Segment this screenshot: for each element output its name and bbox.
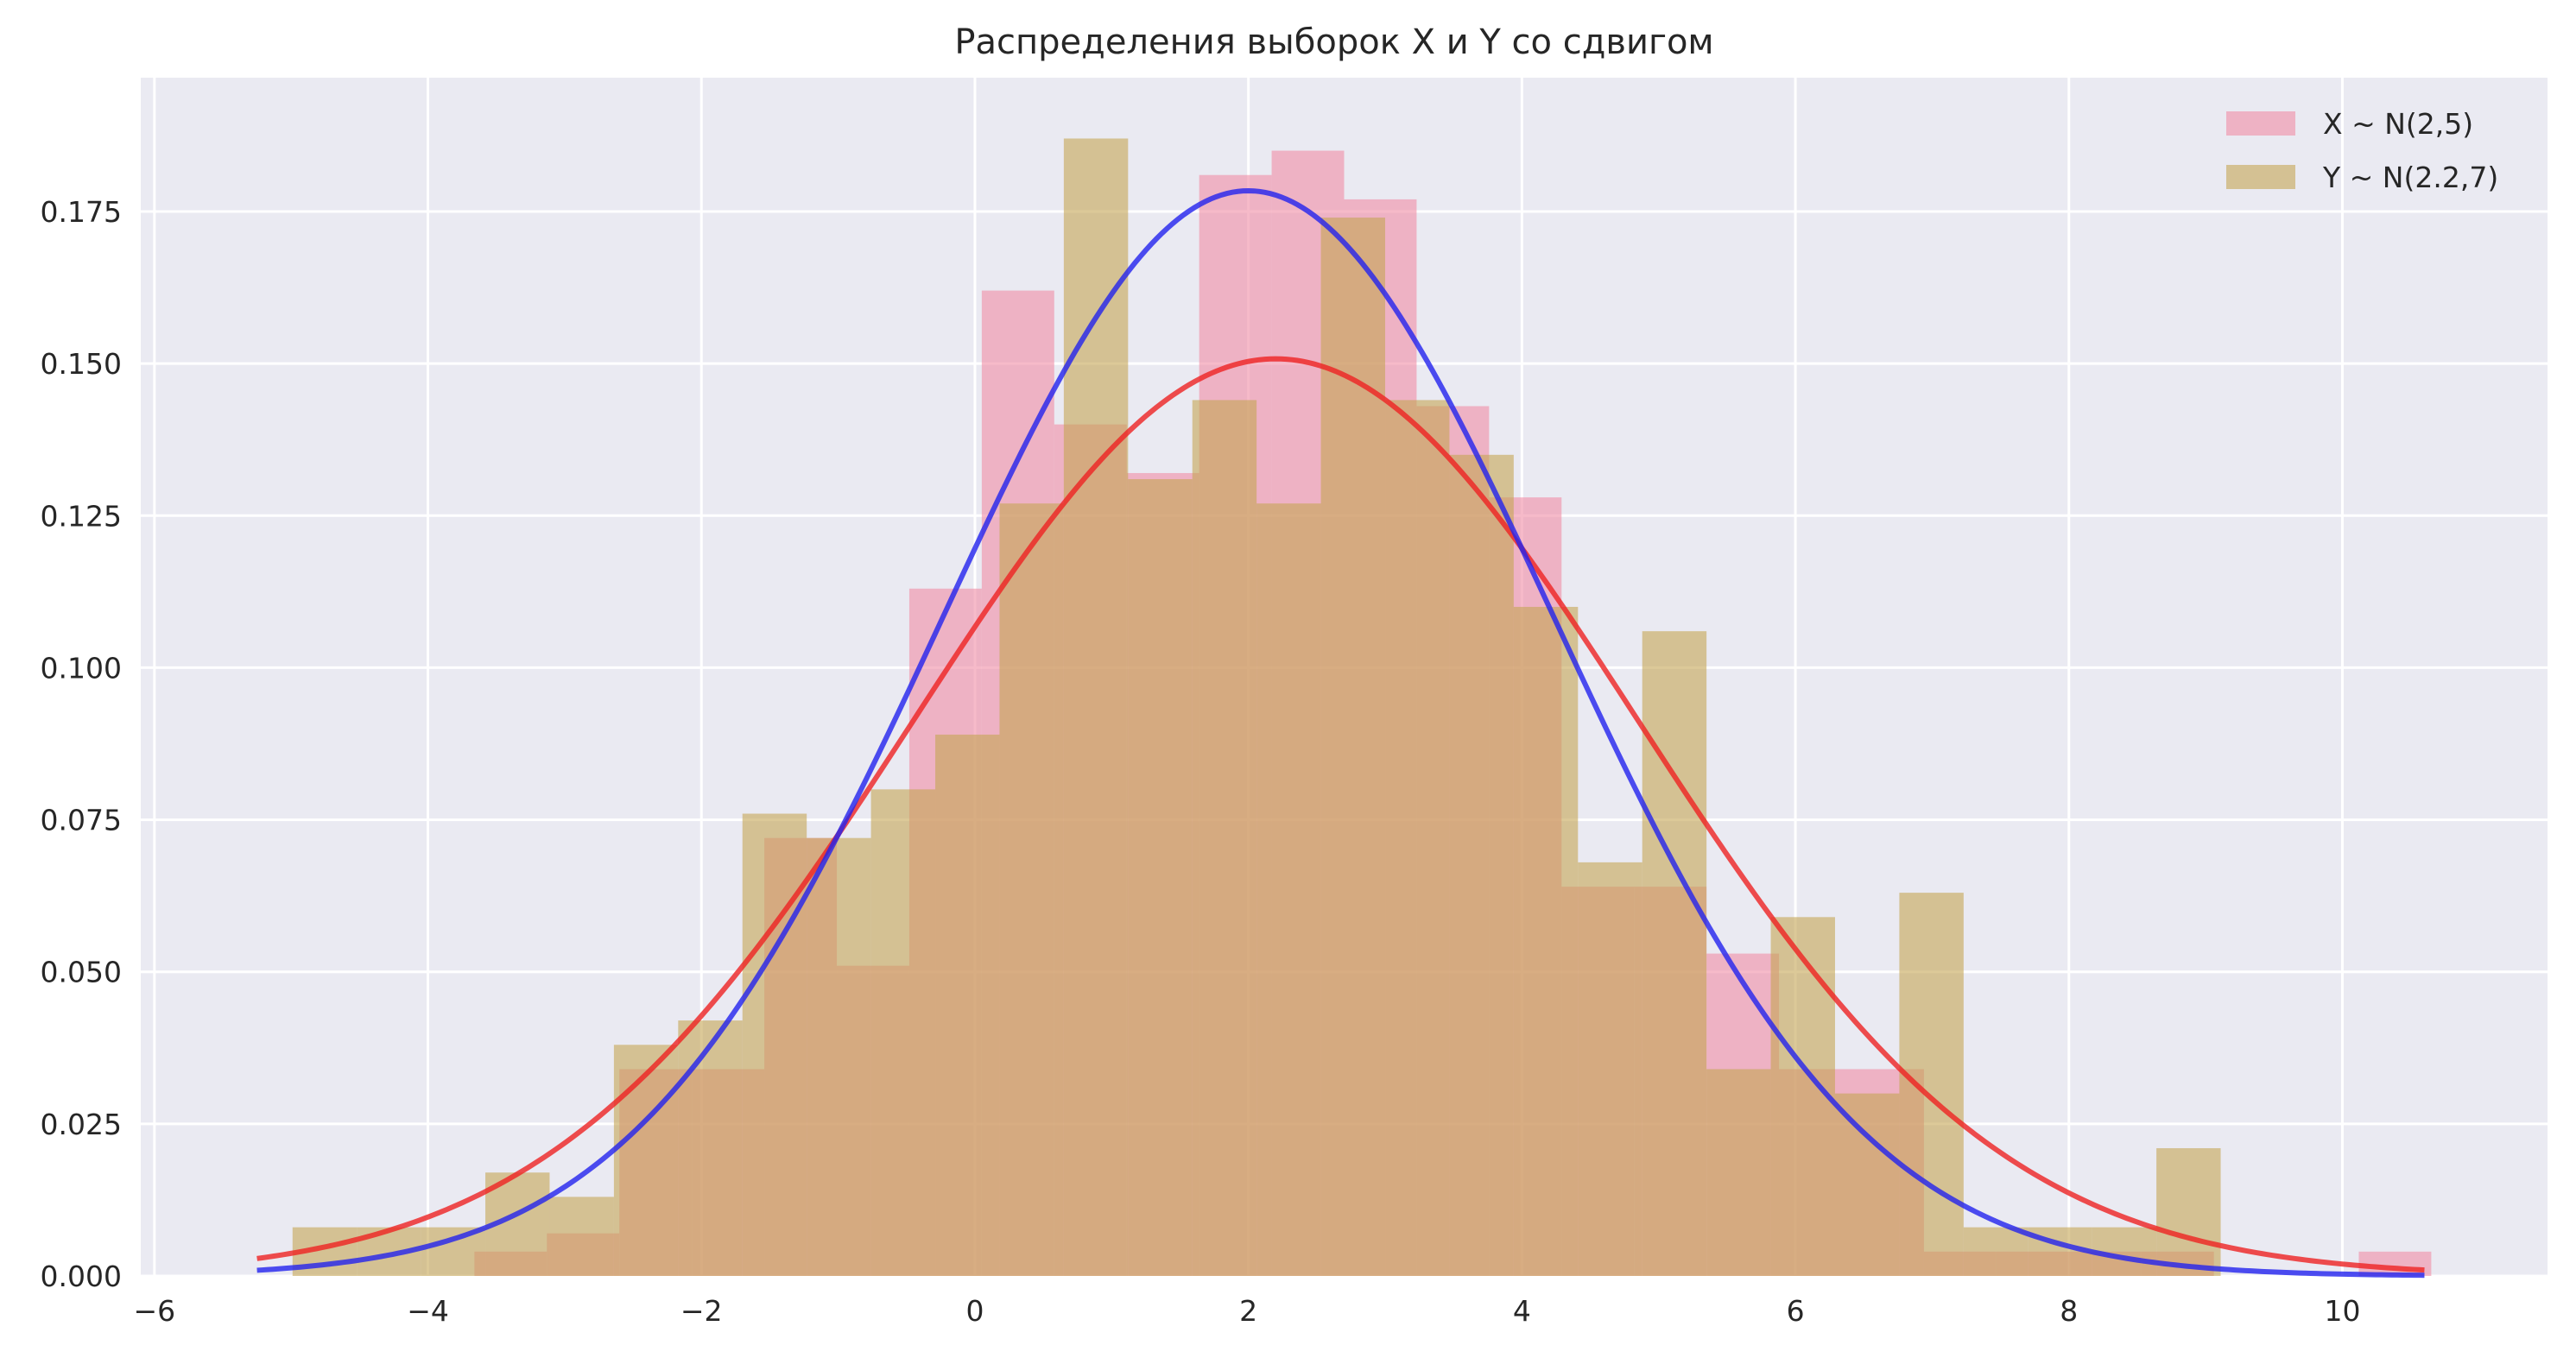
y-tick-label: 0.025 <box>41 1108 122 1141</box>
histogram-bar <box>1834 1093 1900 1276</box>
y-tick-label: 0.050 <box>41 956 122 989</box>
histogram-bar <box>678 1020 743 1276</box>
y-tick-label: 0.075 <box>41 804 122 837</box>
legend-swatch <box>2226 111 2295 136</box>
x-tick-label: 0 <box>965 1294 984 1328</box>
density-curve <box>256 187 2425 1279</box>
histogram-bar <box>1192 400 1257 1276</box>
legend: X ~ N(2,5) Y ~ N(2.2,7) <box>2226 107 2498 194</box>
histogram-bar <box>1578 862 1642 1276</box>
histogram-bar <box>613 1045 679 1276</box>
x-tick-label: 6 <box>1787 1294 1805 1328</box>
histogram-bar <box>1320 218 1386 1276</box>
histogram-bar <box>742 813 807 1276</box>
histogram-bar <box>1770 917 1835 1276</box>
histogram-bar <box>935 734 1000 1276</box>
chart-title: Распределения выборок X и Y со сдвигом <box>954 22 1713 62</box>
legend-swatch <box>2226 165 2295 189</box>
x-tick-label: 8 <box>2060 1294 2078 1328</box>
histogram-bars <box>292 138 2432 1277</box>
histogram-bar <box>1899 893 1964 1276</box>
histogram-bar <box>1513 606 1579 1276</box>
density-curve <box>256 356 2425 1273</box>
axis-ticks: −6 −4 −2 0 2 4 6 8 10 0.000 0.025 0.050 0.075 0.100 0.… <box>41 195 2361 1328</box>
histogram-bar <box>1642 631 1707 1276</box>
histogram-bar <box>999 503 1064 1276</box>
histogram-bar <box>1128 479 1193 1276</box>
histogram-bar <box>870 789 936 1276</box>
histogram-bar <box>1449 454 1514 1276</box>
y-tick-label: 0.150 <box>41 347 122 381</box>
histogram-bar <box>1963 1227 2029 1276</box>
histogram-bar <box>1256 503 1321 1276</box>
legend-label: X ~ N(2,5) <box>2323 107 2473 141</box>
x-tick-label: 10 <box>2324 1294 2360 1328</box>
y-tick-label: 0.000 <box>41 1260 122 1293</box>
y-tick-label: 0.175 <box>41 195 122 229</box>
histogram-bar <box>549 1197 614 1276</box>
y-tick-label: 0.100 <box>41 651 122 685</box>
density-curves <box>256 187 2425 1279</box>
x-tick-label: −4 <box>407 1294 449 1328</box>
histogram-bar <box>1385 400 1450 1276</box>
histogram-bar <box>1063 138 1129 1277</box>
x-tick-label: 4 <box>1513 1294 1531 1328</box>
x-tick-label: −6 <box>134 1294 176 1328</box>
y-tick-label: 0.125 <box>41 499 122 533</box>
x-tick-label: −2 <box>680 1294 723 1328</box>
histogram-bar <box>421 1227 486 1276</box>
histogram-bar <box>1706 1069 1771 1276</box>
histogram-bar <box>807 837 871 1276</box>
x-tick-label: 2 <box>1239 1294 1257 1328</box>
histogram-bar <box>2156 1148 2221 1276</box>
legend-label: Y ~ N(2.2,7) <box>2322 161 2498 194</box>
